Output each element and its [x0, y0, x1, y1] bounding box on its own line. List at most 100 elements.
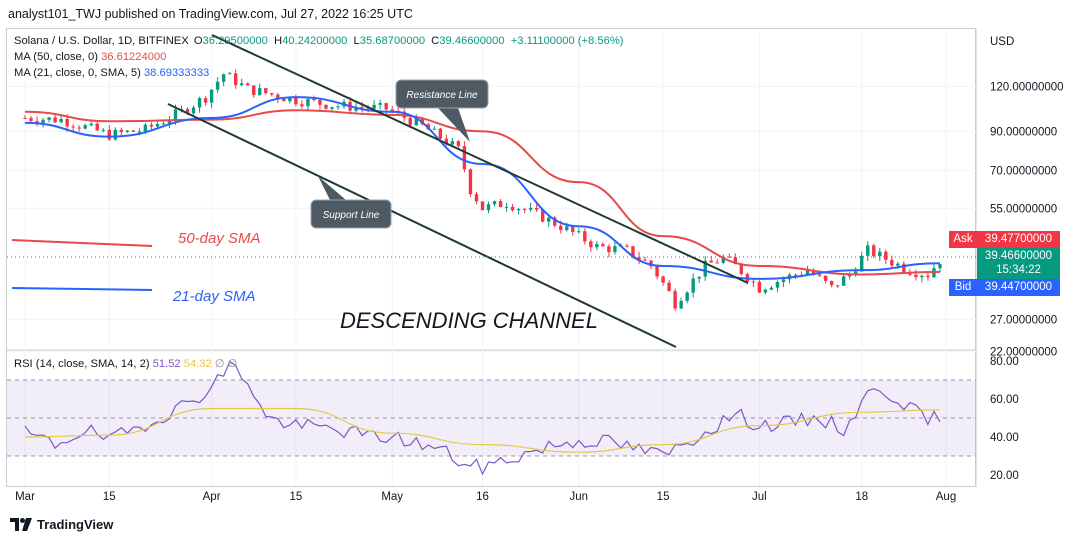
time-tick-label: Apr [203, 491, 221, 503]
candle-body [547, 217, 551, 222]
candle-body [571, 226, 575, 232]
symbol-name: Solana / U.S. Dollar, 1D, BITFINEX [14, 35, 189, 47]
publisher-header: analyst101_TWJ published on TradingView.… [8, 7, 413, 21]
candle-body [528, 207, 533, 210]
candle-body [35, 121, 39, 124]
resistance-callout[interactable] [395, 79, 489, 109]
candle-body [522, 209, 527, 211]
time-tick-label: 16 [476, 491, 489, 503]
candle-body [119, 129, 124, 132]
candle-body [655, 266, 659, 277]
candle-body [486, 204, 491, 211]
candle-body [902, 263, 906, 272]
currency-label: USD [990, 36, 1014, 48]
candle-body [125, 130, 130, 132]
candle-body [601, 244, 605, 247]
candle-body [53, 117, 57, 123]
resistance-callout-text: Resistance Line [406, 90, 478, 101]
support-callout-pointer [318, 176, 346, 200]
ma21-legend[interactable]: MA (21, close, 0, SMA, 5) 38.69333333 [14, 67, 210, 79]
candle-body [565, 226, 569, 231]
candle-body [938, 264, 942, 269]
candle-body [504, 206, 509, 208]
candle-body [276, 94, 280, 99]
candle-body [829, 280, 834, 286]
candle-body [270, 93, 274, 95]
candle-body [197, 98, 202, 108]
rsi-sma-value: 54.32 [183, 358, 212, 370]
rsi-line[interactable] [24, 360, 941, 476]
candle-body [751, 281, 756, 283]
resistance-trendline[interactable] [211, 34, 749, 284]
candle-body [649, 260, 653, 267]
candle-body [793, 274, 798, 276]
candle-body [914, 274, 918, 278]
candle-body [462, 146, 467, 170]
candle-body [288, 97, 292, 102]
countdown-tag: 15:34:22 [977, 262, 1060, 279]
candle-body [330, 107, 334, 109]
candle-body [378, 103, 382, 105]
open-value: 36.29500000 [202, 35, 268, 47]
candle-body [258, 88, 262, 95]
support-callout-text: Support Line [323, 210, 380, 221]
rsi-value: 51.52 [152, 358, 181, 370]
candle-body [77, 127, 81, 129]
candle-body [823, 275, 828, 281]
candle-body [167, 120, 172, 124]
candle-body [480, 201, 485, 211]
time-tick-label: Jun [570, 491, 589, 503]
sma21-key-line [11, 287, 153, 291]
candle-body [516, 209, 521, 211]
candle-body [661, 276, 665, 283]
bid-label: Bid [949, 279, 977, 296]
candle-body [498, 201, 503, 208]
last-price-tag: 39.46600000 [977, 248, 1060, 265]
candle-body [854, 271, 858, 275]
candle-body [173, 109, 178, 121]
ma21-line[interactable] [24, 96, 940, 280]
channel-annotation: DESCENDING CHANNEL [340, 308, 598, 333]
candle-body [769, 287, 774, 290]
candle-body [438, 128, 443, 139]
candle-body [227, 73, 232, 75]
ma50-legend[interactable]: MA (50, close, 0) 36.61224000 [14, 51, 167, 63]
candle-body [264, 88, 268, 94]
candle-body [300, 104, 304, 107]
ma21-value: 38.69333333 [143, 67, 210, 79]
candle-body [41, 119, 45, 124]
candle-body [360, 106, 364, 108]
candle-body [595, 244, 599, 248]
tradingview-logo[interactable]: TradingView [10, 517, 113, 532]
candle-body [872, 245, 876, 257]
tradingview-logo-icon [10, 518, 32, 531]
time-tick-label: 15 [289, 491, 302, 503]
candle-body [733, 257, 738, 265]
candle-body [673, 291, 677, 309]
candle-body [884, 251, 888, 260]
candle-body [306, 99, 310, 107]
candle-body [559, 225, 563, 231]
candle-body [540, 209, 545, 222]
candle-body [667, 282, 671, 292]
rsi-legend[interactable]: RSI (14, close, SMA, 14, 2) 51.52 54.32 … [14, 358, 238, 370]
candle-body [101, 129, 105, 131]
resistance-callout-pointer [438, 108, 470, 142]
support-trendline[interactable] [167, 103, 677, 348]
candle-body [691, 278, 695, 293]
candle-body [510, 206, 515, 211]
candle-body [625, 245, 629, 247]
rsi-sma-line[interactable] [24, 407, 940, 453]
candle-body [113, 129, 117, 140]
candle-body [841, 276, 846, 286]
candle-body [191, 107, 196, 114]
candle-body [890, 259, 894, 266]
candle-body [896, 263, 900, 266]
support-callout[interactable] [310, 199, 392, 229]
candle-body [318, 100, 322, 105]
candle-body [715, 262, 719, 264]
price-tick-label: 22.00000000 [990, 346, 1057, 358]
high-value: 40.24200000 [282, 35, 348, 47]
candle-body [336, 106, 340, 108]
